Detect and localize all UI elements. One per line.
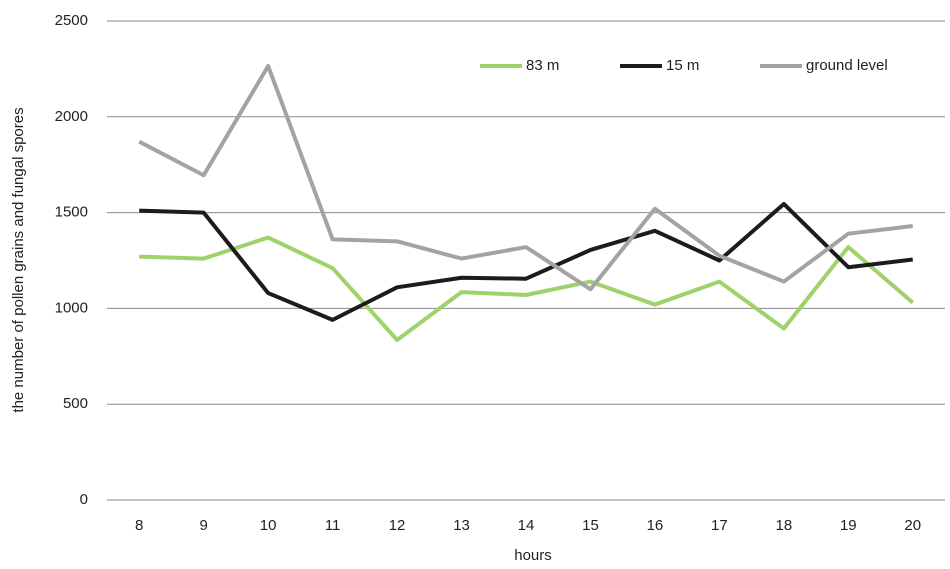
- x-tick-label: 15: [582, 517, 599, 534]
- x-tick-label: 13: [453, 517, 470, 534]
- series-line: [139, 201, 914, 322]
- legend-label: 83 m: [526, 57, 559, 74]
- x-tick-label: 17: [711, 517, 728, 534]
- x-tick-label: 19: [840, 517, 857, 534]
- y-axis-label: the number of pollen grains and fungal s…: [10, 107, 27, 412]
- legend-label: ground level: [806, 57, 888, 74]
- x-tick-label: 8: [135, 517, 143, 534]
- x-tick-label: 14: [518, 517, 535, 534]
- y-tick-label: 2500: [55, 12, 88, 29]
- y-tick-label: 500: [63, 395, 88, 412]
- y-tick-label: 1500: [55, 204, 88, 221]
- series-line: [138, 64, 914, 292]
- y-tick-label: 1000: [55, 299, 88, 316]
- x-tick-label: 12: [389, 517, 406, 534]
- y-tick-label: 2000: [55, 108, 88, 125]
- series-line: [139, 235, 915, 343]
- x-tick-label: 9: [200, 517, 208, 534]
- x-tick-label: 20: [904, 517, 921, 534]
- x-axis-label: hours: [514, 547, 552, 564]
- x-tick-label: 18: [776, 517, 793, 534]
- y-tick-label: 0: [80, 491, 88, 508]
- x-tick-label: 16: [647, 517, 664, 534]
- x-tick-label: 10: [260, 517, 277, 534]
- x-tick-label: 11: [325, 517, 341, 534]
- legend-label: 15 m: [666, 57, 699, 74]
